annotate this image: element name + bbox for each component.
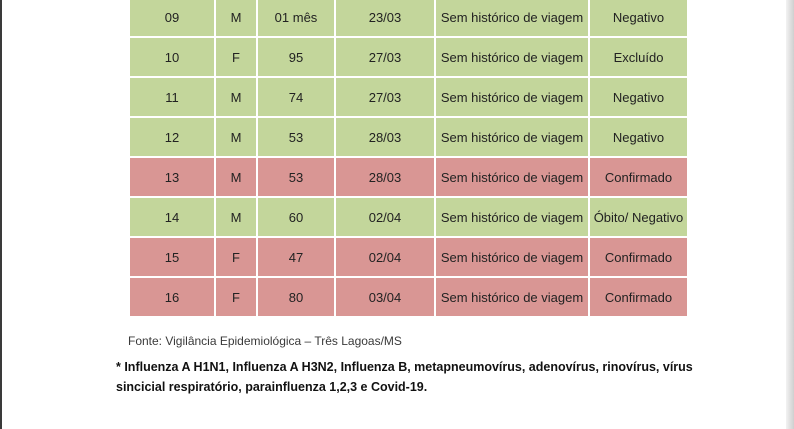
- sex-cell: M: [216, 198, 256, 236]
- table-row: 11 M 74 27/03 Sem histórico de viagem Ne…: [130, 78, 687, 116]
- status-cell: Confirmado: [590, 238, 687, 276]
- status-cell: Excluído: [590, 38, 687, 76]
- footnote: * Influenza A H1N1, Influenza A H3N2, In…: [116, 360, 693, 394]
- travel-history-cell: Sem histórico de viagem: [436, 238, 588, 276]
- status-cell: Confirmado: [590, 278, 687, 316]
- travel-history-cell: Sem histórico de viagem: [436, 278, 588, 316]
- case-number-cell: 09: [130, 0, 214, 36]
- status-cell: Negativo: [590, 118, 687, 156]
- case-number-cell: 14: [130, 198, 214, 236]
- case-number-cell: 15: [130, 238, 214, 276]
- date-cell: 27/03: [336, 38, 434, 76]
- age-cell: 80: [258, 278, 334, 316]
- date-cell: 27/03: [336, 78, 434, 116]
- case-number-cell: 11: [130, 78, 214, 116]
- sex-cell: F: [216, 238, 256, 276]
- age-cell: 01 mês: [258, 0, 334, 36]
- status-cell: Negativo: [590, 0, 687, 36]
- cases-table: 09 M 01 mês 23/03 Sem histórico de viage…: [128, 0, 689, 318]
- table-row: 12 M 53 28/03 Sem histórico de viagem Ne…: [130, 118, 687, 156]
- status-cell: Óbito/ Negativo: [590, 198, 687, 236]
- age-cell: 95: [258, 38, 334, 76]
- case-number-cell: 12: [130, 118, 214, 156]
- age-cell: 47: [258, 238, 334, 276]
- date-cell: 02/04: [336, 198, 434, 236]
- case-number-cell: 10: [130, 38, 214, 76]
- table-row: 16 F 80 03/04 Sem histórico de viagem Co…: [130, 278, 687, 316]
- date-cell: 28/03: [336, 118, 434, 156]
- date-cell: 02/04: [336, 238, 434, 276]
- sex-cell: M: [216, 158, 256, 196]
- age-cell: 53: [258, 158, 334, 196]
- travel-history-cell: Sem histórico de viagem: [436, 0, 588, 36]
- sex-cell: M: [216, 118, 256, 156]
- sex-cell: M: [216, 78, 256, 116]
- table-row: 10 F 95 27/03 Sem histórico de viagem Ex…: [130, 38, 687, 76]
- date-cell: 03/04: [336, 278, 434, 316]
- table-row: 14 M 60 02/04 Sem histórico de viagem Ób…: [130, 198, 687, 236]
- date-cell: 23/03: [336, 0, 434, 36]
- case-number-cell: 13: [130, 158, 214, 196]
- travel-history-cell: Sem histórico de viagem: [436, 198, 588, 236]
- age-cell: 53: [258, 118, 334, 156]
- sex-cell: M: [216, 0, 256, 36]
- travel-history-cell: Sem histórico de viagem: [436, 78, 588, 116]
- sex-cell: F: [216, 38, 256, 76]
- travel-history-cell: Sem histórico de viagem: [436, 158, 588, 196]
- table-row: 09 M 01 mês 23/03 Sem histórico de viage…: [130, 0, 687, 36]
- page-right-edge: [786, 0, 794, 429]
- status-cell: Confirmado: [590, 158, 687, 196]
- status-cell: Negativo: [590, 78, 687, 116]
- table-row: 13 M 53 28/03 Sem histórico de viagem Co…: [130, 158, 687, 196]
- case-number-cell: 16: [130, 278, 214, 316]
- age-cell: 74: [258, 78, 334, 116]
- page-left-border: [0, 0, 2, 429]
- table-row: 15 F 47 02/04 Sem histórico de viagem Co…: [130, 238, 687, 276]
- sex-cell: F: [216, 278, 256, 316]
- source-caption: Fonte: Vigilância Epidemiológica – Três …: [128, 334, 402, 348]
- age-cell: 60: [258, 198, 334, 236]
- date-cell: 28/03: [336, 158, 434, 196]
- travel-history-cell: Sem histórico de viagem: [436, 38, 588, 76]
- travel-history-cell: Sem histórico de viagem: [436, 118, 588, 156]
